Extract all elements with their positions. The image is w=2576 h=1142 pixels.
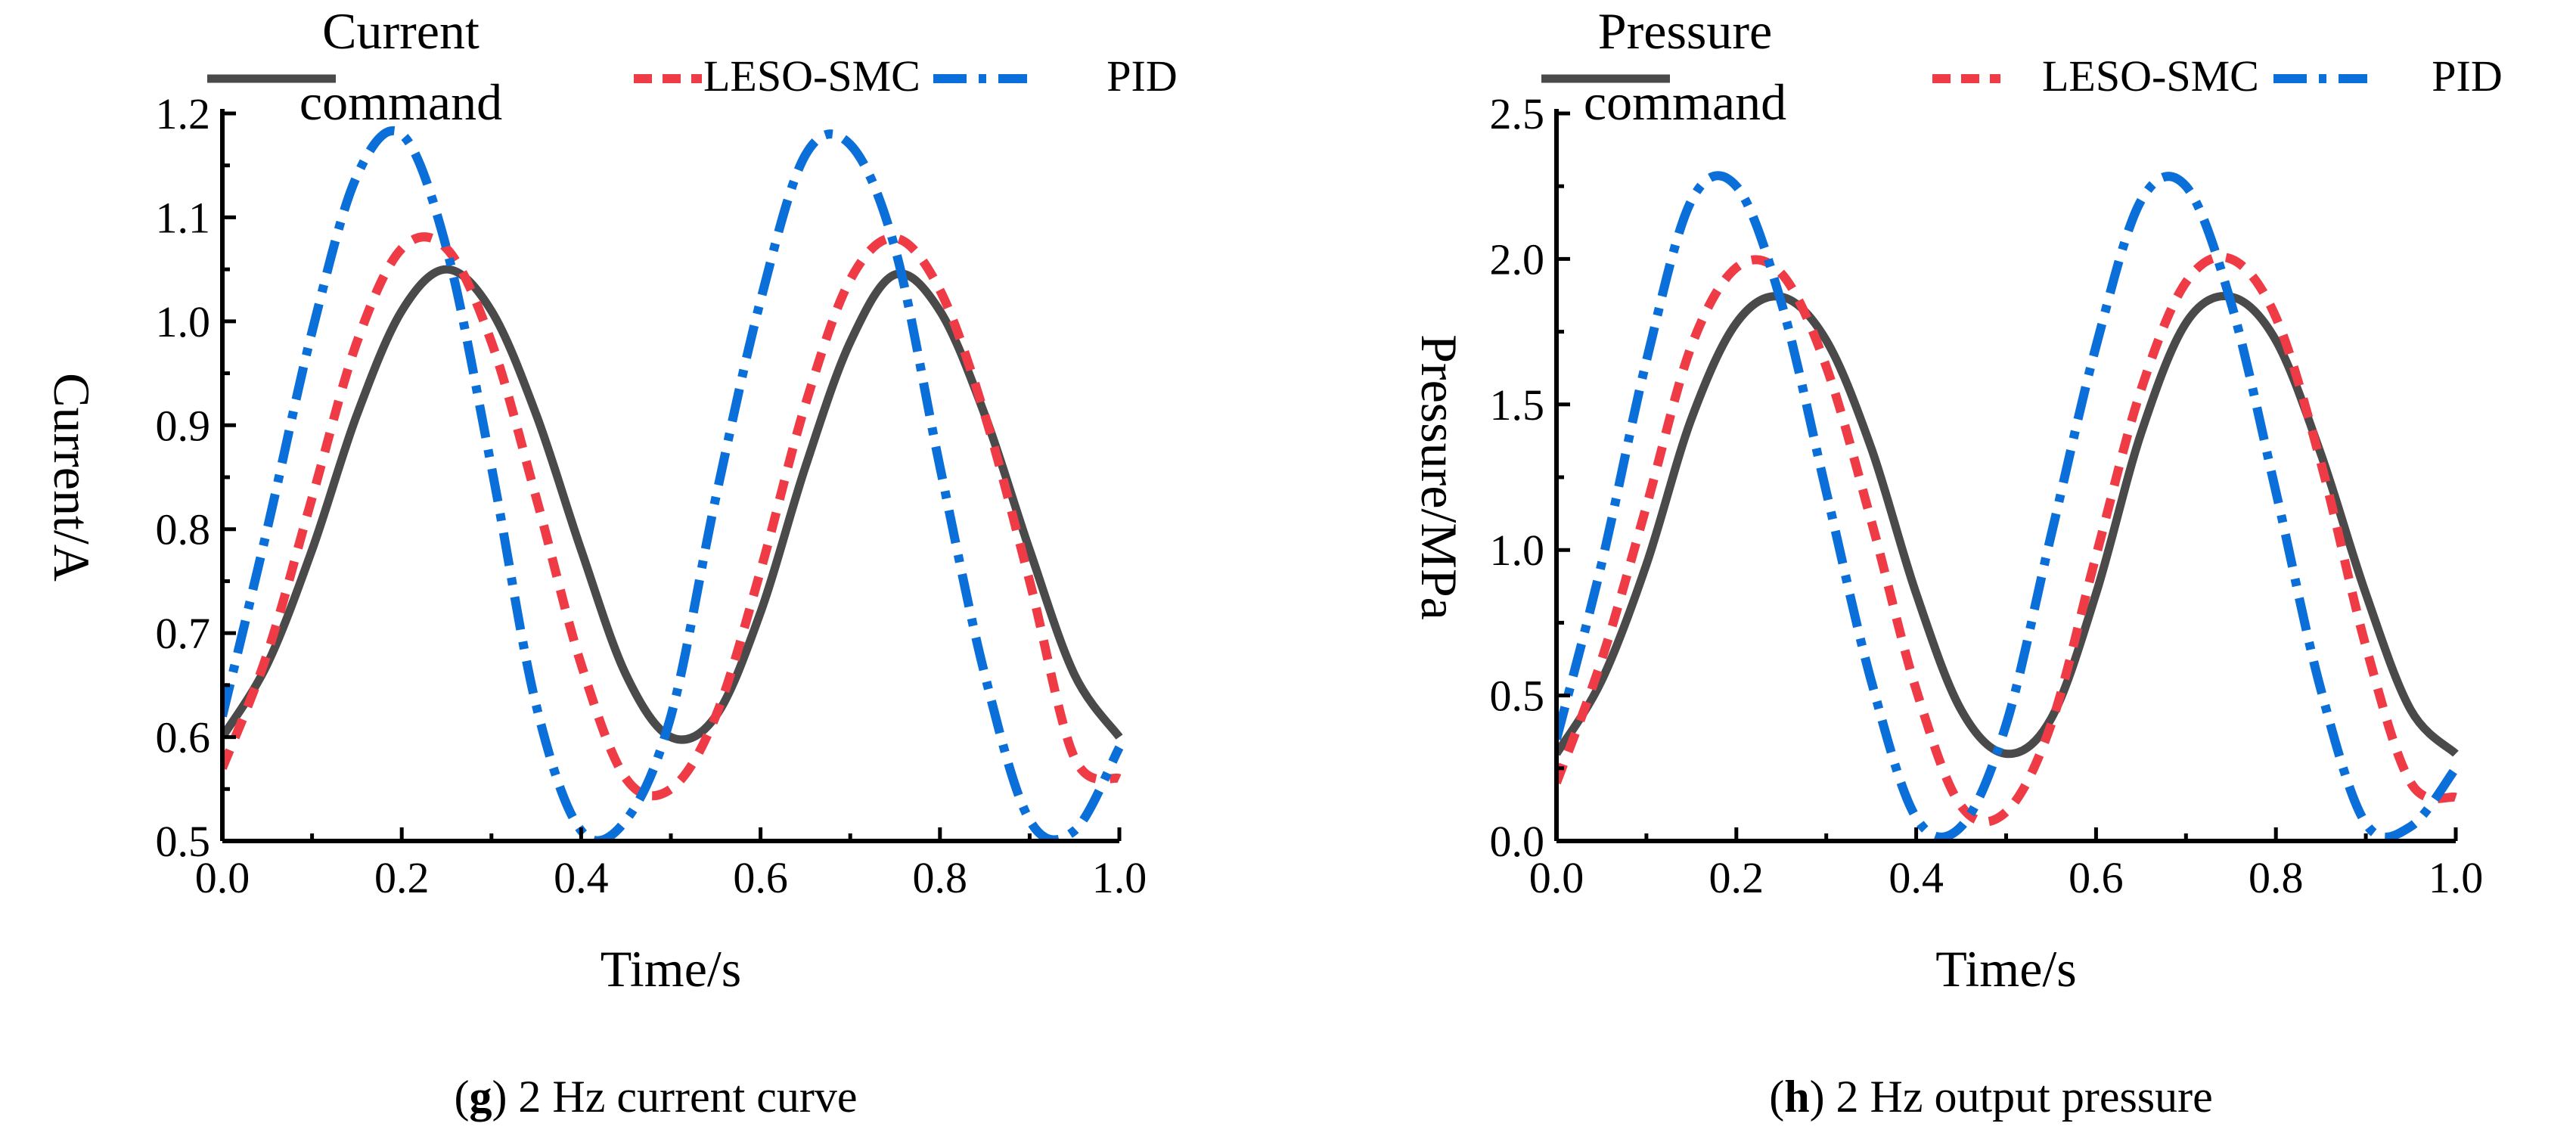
- legend: Current command LESO-SMC PID: [207, 2, 1178, 131]
- y-tick-label: 1.2: [156, 89, 211, 138]
- caption-text: 2 Hz output pressure: [1836, 1072, 2213, 1122]
- y-tick-label: 0.0: [1490, 817, 1545, 866]
- series-line-pid: [1556, 171, 2460, 841]
- legend-label-pid: PID: [1106, 51, 1177, 101]
- figure-caption: (g) 2 Hz current curve: [454, 1072, 857, 1122]
- y-tick-label: 1.5: [1490, 380, 1545, 430]
- x-tick-label: 0.4: [554, 853, 609, 902]
- x-tick-label: 0.6: [2069, 853, 2124, 902]
- caption-text: 2 Hz current curve: [518, 1072, 857, 1122]
- x-axis-title: Time/s: [1935, 940, 2076, 998]
- x-tick-label: 0.0: [195, 853, 250, 902]
- legend: Pressure command LESO-SMC PID: [1541, 2, 2503, 131]
- legend-label-leso-smc: LESO-SMC: [2042, 51, 2259, 101]
- y-tick-label: 0.5: [156, 817, 211, 866]
- y-tick-label: 1.1: [156, 193, 211, 242]
- legend-label-leso-smc: LESO-SMC: [703, 51, 920, 101]
- x-tick-label: 0.8: [913, 853, 968, 902]
- y-tick-label: 2.5: [1490, 89, 1545, 138]
- y-tick-label: 1.0: [156, 297, 211, 346]
- figure-caption: (h) 2 Hz output pressure: [1769, 1072, 2213, 1122]
- caption-letter: g: [469, 1072, 492, 1122]
- x-tick-label: 1.0: [1092, 853, 1147, 902]
- x-tick-label: 0.8: [2249, 853, 2304, 902]
- y-tick-label: 0.7: [156, 609, 211, 658]
- legend-label-command-line2: command: [1584, 73, 1786, 131]
- chart-current: 0.0 0.2 0.4 0.6 0.8 1.0 0.5 0.6 0.7 0.8 0.9 1.0 1.1 1…: [43, 2, 1178, 1122]
- y-axis-title: Pressure/MPa: [1411, 334, 1468, 620]
- series-line-leso_smc: [1556, 252, 2457, 827]
- x-tick-label: 1.0: [2429, 853, 2484, 902]
- y-tick-label: 0.6: [156, 713, 211, 762]
- y-tick-label: 0.5: [1490, 672, 1545, 721]
- series-line-pid: [222, 126, 1124, 841]
- chart-pressure: 0.0 0.2 0.4 0.6 0.8 1.0 0.0 0.5 1.0 1.5 2.0 2.5 Time…: [1411, 2, 2503, 1122]
- x-tick-label: 0.4: [1889, 853, 1944, 902]
- legend-label-command-line1: Pressure: [1598, 2, 1772, 60]
- caption-letter: h: [1784, 1072, 1809, 1122]
- x-tick-label: 0.0: [1529, 853, 1584, 902]
- legend-label-pid: PID: [2432, 51, 2502, 101]
- legend-label-command-line2: command: [299, 73, 502, 131]
- x-tick-label: 0.2: [1709, 853, 1764, 902]
- legend-label-command-line1: Current: [322, 2, 480, 60]
- x-tick-label: 0.6: [733, 853, 788, 902]
- y-tick-label: 1.0: [1490, 526, 1545, 575]
- series-line-leso_smc: [222, 232, 1122, 801]
- y-axis-title: Current/A: [43, 373, 101, 582]
- x-axis-title: Time/s: [601, 940, 741, 998]
- y-tick-label: 0.8: [156, 505, 211, 554]
- x-tick-label: 0.2: [374, 853, 430, 902]
- y-tick-label: 2.0: [1490, 234, 1545, 284]
- series-line-command: [1556, 292, 2459, 759]
- y-tick-label: 0.9: [156, 401, 211, 450]
